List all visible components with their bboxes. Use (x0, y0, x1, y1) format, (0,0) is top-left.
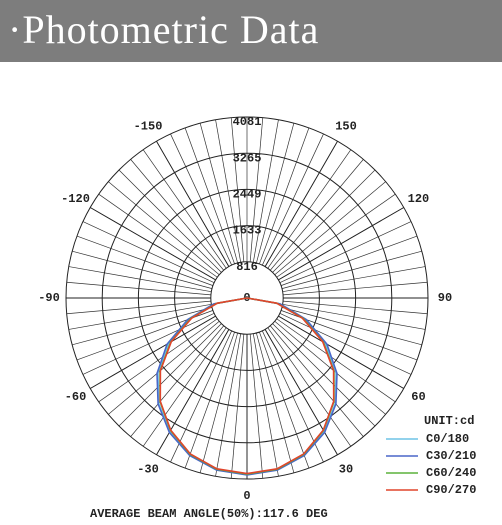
radius-tick-label: 3265 (233, 151, 262, 165)
angle-tick-label: 90 (438, 291, 452, 305)
ring-grid-line (174, 225, 320, 371)
page-title: ·Photometric Data (8, 7, 320, 52)
angle-tick-label: 30 (339, 463, 353, 477)
angle-tick-label: -30 (137, 463, 159, 477)
intensity-curve (156, 297, 338, 476)
header-bar: ·Photometric Data (0, 0, 502, 62)
legend-label: C0/180 (426, 432, 469, 446)
angle-tick-label: -90 (38, 291, 60, 305)
legend-label: C60/240 (426, 466, 476, 480)
radius-tick-label: 4081 (233, 115, 262, 129)
chart: -150-120-90-60-3003060901201500816163324… (38, 115, 476, 521)
radius-tick-label: 1633 (233, 224, 262, 238)
angle-tick-label: -60 (65, 390, 87, 404)
footer-note: AVERAGE BEAM ANGLE(50%):117.6 DEG (90, 507, 328, 521)
angle-tick-label: -120 (61, 192, 90, 206)
angle-tick-label: -150 (134, 120, 163, 134)
legend-label: C30/210 (426, 449, 476, 463)
ring-grid-line (210, 261, 284, 335)
angle-tick-label: 60 (411, 390, 425, 404)
ring-grid-line (65, 116, 429, 480)
legend-label: C90/270 (426, 483, 476, 497)
unit-label: UNIT:cd (424, 414, 474, 428)
radius-tick-label: 816 (236, 260, 258, 274)
radius-tick-label: 2449 (233, 188, 262, 202)
angle-tick-label: 0 (243, 489, 250, 503)
ring-grid-line (101, 152, 393, 444)
ring-grid-line (137, 188, 357, 408)
angle-tick-label: 150 (335, 120, 357, 134)
intensity-curve (159, 297, 335, 475)
angle-tick-label: 120 (408, 192, 430, 206)
